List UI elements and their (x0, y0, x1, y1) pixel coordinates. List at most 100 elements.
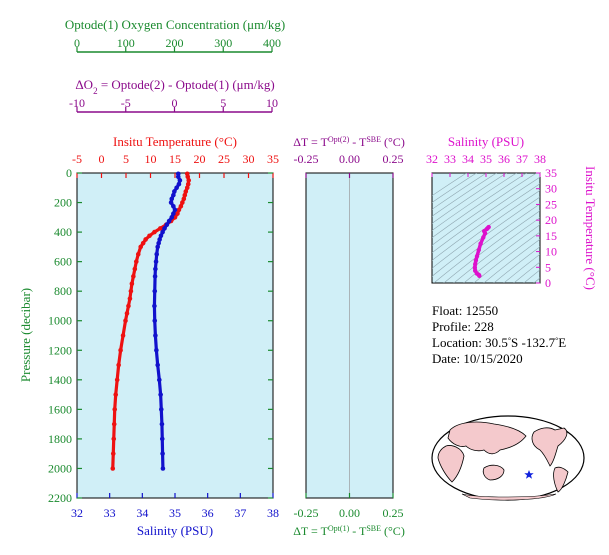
ts-ytick-label: 20 (545, 213, 557, 227)
ts-isopycnal (432, 173, 467, 197)
info-location-suffix: E (558, 335, 566, 350)
delta-t-panel: ΔT = TOpt(2) - TSBE (°C) ΔT = TOpt(1) - … (293, 135, 405, 539)
temperature-point (129, 281, 135, 287)
ts-isopycnal (433, 203, 540, 283)
salinity-point (175, 174, 181, 179)
ts-xtick-label: 33 (444, 152, 456, 166)
salinity-point (153, 259, 159, 264)
salinity-point (162, 226, 167, 231)
ts-isopycnal (513, 261, 540, 283)
salinity-point (177, 178, 183, 183)
delta-o2-label-sub: 2 (93, 86, 98, 96)
ts-isopycnal (523, 269, 540, 283)
delta-t-bottom-label-a: ΔT = T (293, 524, 328, 538)
salinity-point (168, 200, 174, 205)
ts-isopycnal (493, 246, 540, 283)
ts-isopycnal (432, 173, 507, 224)
temperature-point (118, 347, 123, 353)
salinity-point (172, 189, 177, 194)
delta-t-bottom-axis-tick-label: -0.25 (294, 506, 319, 520)
ts-point (482, 231, 488, 236)
temperature-axis-tick-label: 10 (145, 152, 157, 166)
ts-point (478, 241, 483, 246)
ts-point (473, 261, 478, 267)
temperature-axis-ticks: -5 0 5 10 15 20 25 30 35 (72, 152, 279, 178)
ts-isopycnal (432, 173, 477, 203)
temperature-point (185, 174, 191, 179)
temperature-point (111, 436, 117, 442)
float-location-star (524, 470, 534, 479)
ts-isopycnal (503, 253, 540, 283)
temperature-point (133, 259, 139, 264)
salinity-point (174, 185, 179, 191)
temperature-point (176, 207, 182, 213)
pressure-axis-tick-label: 1200 (48, 343, 72, 357)
salinity-point (160, 466, 166, 471)
pressure-axis-tick-label: 1600 (48, 402, 72, 416)
info-location: Location: 30.5°S -132.7°E (432, 335, 566, 350)
pressure-axis-tick-label: 1800 (48, 432, 72, 446)
salinity-axis-tick-label: 35 (169, 506, 181, 520)
oxygen-axis-ticks: 0 100 200 300 400 (74, 36, 281, 52)
ts-ytick-label: 35 (545, 166, 557, 180)
temperature-axis-tick-label: 30 (243, 152, 255, 166)
temperature-point (180, 200, 185, 205)
salinity-point (176, 181, 182, 187)
ts-isopycnal (533, 277, 540, 283)
info-location-lon: S -132.7 (511, 335, 556, 350)
salinity-point (156, 240, 161, 246)
salinity-point (159, 421, 165, 427)
delta-o2-axis-tick-label: 0 (172, 96, 178, 110)
temperature-point (110, 466, 116, 471)
salinity-point (155, 362, 160, 368)
map-land-antarctica (461, 493, 557, 501)
map-land-australia (482, 464, 505, 481)
temperature-point (185, 181, 191, 187)
oxygen-axis-tick-label: 0 (74, 36, 80, 50)
salinity-point (159, 436, 165, 442)
delta-t-top-label-c: (°C) (381, 135, 405, 149)
temperature-point (186, 178, 192, 183)
ts-ytick-label: 25 (545, 197, 557, 211)
ts-isopycnal (432, 189, 540, 269)
temperature-point (143, 237, 148, 242)
salinity-point (152, 318, 158, 324)
oxygen-axis-tick-label: 300 (214, 36, 232, 50)
temperature-point (182, 192, 188, 198)
ts-xtick-label: 32 (426, 152, 438, 166)
main-panel-background (76, 172, 274, 499)
delta-o2-axis-label: ΔO2 = Optode(2) - Optode(1) (μm/kg) (75, 77, 274, 96)
salinity-point (157, 237, 162, 242)
temperature-point (111, 421, 117, 427)
temperature-point (124, 311, 130, 316)
delta-o2-axis-ticks: -10 -5 0 5 10 (69, 96, 278, 112)
delta-t-bottom-sup2: SBE (366, 524, 381, 533)
pressure-axis-tick-label: 200 (54, 196, 72, 210)
pressure-axis-tick-label: 1400 (48, 373, 72, 387)
delta-t-top-sup1: Opt(2) (328, 135, 350, 144)
temperature-point (126, 303, 131, 309)
temperature-axis-tick-label: 25 (218, 152, 230, 166)
degree-mark: ° (508, 336, 511, 345)
info-profile: Profile: 228 (432, 319, 494, 334)
temperature-point (120, 333, 126, 338)
temperature-point (123, 318, 128, 324)
ts-isopycnal (453, 217, 540, 283)
temperature-point (112, 407, 118, 412)
salinity-point (154, 251, 160, 257)
delta-t-bottom-axis-tick-label: 0.25 (383, 506, 404, 520)
salinity-point (153, 333, 158, 338)
temperature-point (116, 362, 121, 368)
temperature-axis-tick-label: 35 (267, 152, 279, 166)
ts-xtick-label: 36 (498, 152, 510, 166)
oxygen-axis: Optode(1) Oxygen Concentration (μm/kg) 0… (65, 17, 285, 53)
salinity-axis-label: Salinity (PSU) (137, 523, 213, 538)
temperature-axis-tick-label: -5 (72, 152, 82, 166)
temperature-point (183, 189, 189, 194)
ts-diagram-panel: Salinity (PSU) 32 33 34 35 36 37 3805101520253… (426, 134, 598, 290)
salinity-point (171, 211, 176, 216)
salinity-point (152, 274, 158, 279)
delta-t-top-label: ΔT = TOpt(2) - TSBE (°C) (293, 135, 405, 150)
salinity-point (172, 207, 178, 213)
